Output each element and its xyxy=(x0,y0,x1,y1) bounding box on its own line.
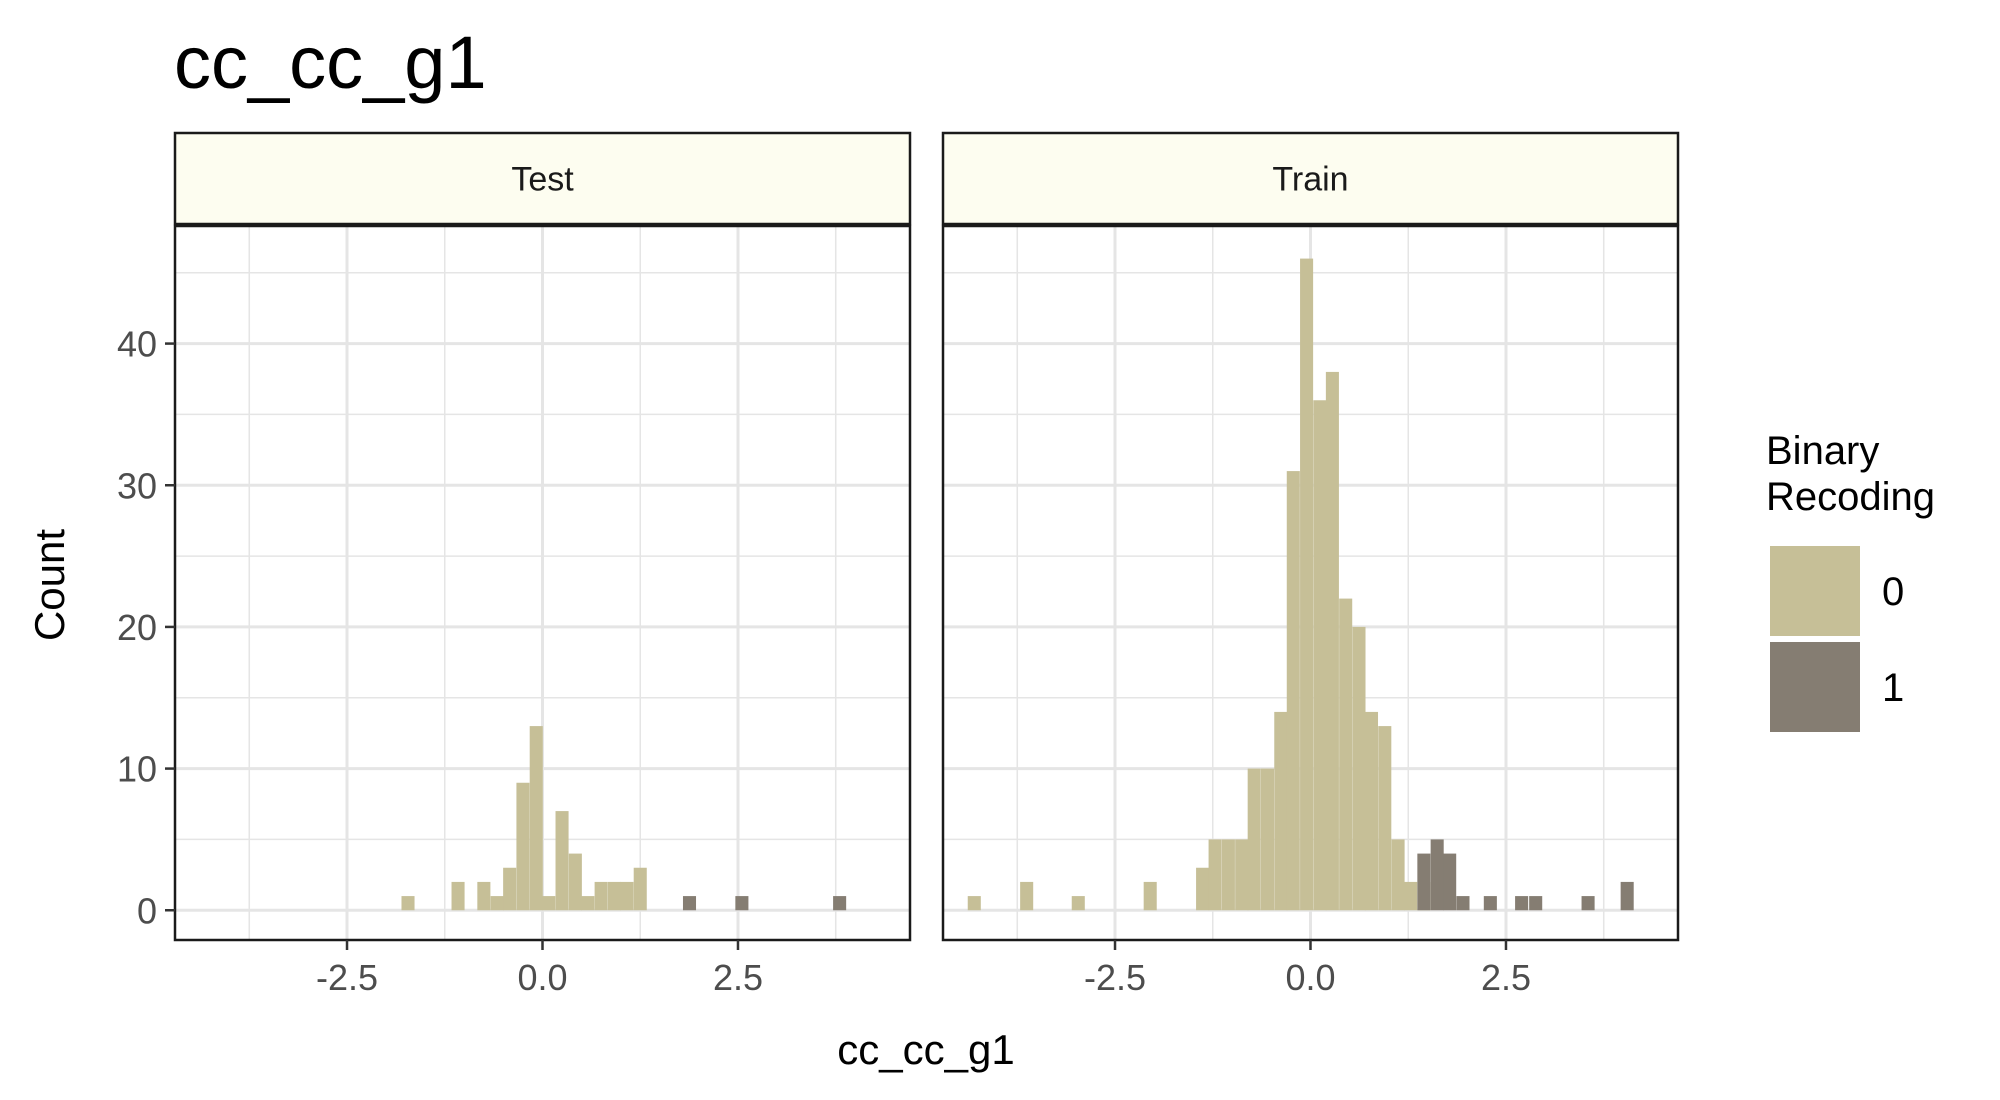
histogram-bar xyxy=(516,782,530,911)
x-tick-label: -2.5 xyxy=(316,957,378,998)
histogram-bar xyxy=(490,896,504,911)
facet-strip-label: Train xyxy=(1272,161,1348,199)
histogram-bar xyxy=(542,896,556,911)
histogram-bar xyxy=(1274,711,1288,911)
legend-label: 1 xyxy=(1882,666,1904,710)
histogram-bar xyxy=(581,896,595,911)
facet-strip xyxy=(173,131,912,226)
facet-strip xyxy=(941,131,1680,226)
histogram-bar xyxy=(682,896,697,911)
histogram-bar xyxy=(1456,896,1470,911)
histogram-bar xyxy=(1020,881,1034,911)
y-tick-label: 0 xyxy=(137,890,157,931)
histogram-bar xyxy=(1208,839,1222,911)
histogram-bar xyxy=(1417,853,1431,911)
x-tick-label: 2.5 xyxy=(1481,957,1531,998)
y-tick-label: 30 xyxy=(117,465,157,506)
histogram-bar xyxy=(735,896,749,911)
histogram-bar xyxy=(1529,896,1543,911)
histogram-bar xyxy=(1071,896,1085,911)
x-axis-title: cc_cc_g1 xyxy=(837,1026,1014,1073)
legend-label: 0 xyxy=(1882,570,1904,614)
legend-title: Binary xyxy=(1766,429,1879,473)
histogram-bar xyxy=(529,726,543,911)
histogram-bar xyxy=(1581,896,1595,911)
y-tick-label: 20 xyxy=(117,607,157,648)
x-tick-label: 0.0 xyxy=(1285,957,1335,998)
x-tick-label: -2.5 xyxy=(1084,957,1146,998)
histogram-bar xyxy=(633,867,647,911)
legend-key xyxy=(1770,642,1860,732)
histogram-bar xyxy=(1286,471,1300,911)
histogram-bar xyxy=(1620,881,1634,911)
histogram-bar xyxy=(607,881,621,911)
x-tick-label: 0.0 xyxy=(517,957,567,998)
chart-title: cc_cc_g1 xyxy=(174,21,487,104)
histogram-bar xyxy=(1221,839,1235,911)
legend-title: Recoding xyxy=(1766,475,1935,519)
histogram-bar xyxy=(594,881,608,911)
histogram-bar xyxy=(1404,881,1418,911)
histogram-bar xyxy=(1313,400,1327,911)
histogram-bar xyxy=(1247,768,1261,911)
histogram-bar xyxy=(967,896,981,911)
histogram-bar xyxy=(1443,853,1457,911)
histogram-bar xyxy=(1325,371,1339,911)
y-axis-title: Count xyxy=(26,529,73,641)
histogram-bar xyxy=(1352,626,1366,911)
facet-panels: Test -2.5 0.0 2.5 0 10 20 30 40 Train -2.5 0.0 2.5 xyxy=(117,131,1680,998)
facet-panel-test: Test -2.5 0.0 2.5 0 10 20 30 40 xyxy=(117,131,912,998)
histogram-bar xyxy=(555,811,569,911)
histogram-bar xyxy=(451,881,465,911)
histogram-bar xyxy=(1260,768,1275,911)
histogram-bar xyxy=(1483,896,1497,911)
facet-strip-label: Test xyxy=(511,161,574,199)
histogram-bar xyxy=(1515,896,1529,911)
histogram-bar xyxy=(1196,867,1210,911)
histogram-bar xyxy=(1339,598,1353,911)
y-tick-label: 40 xyxy=(117,324,157,365)
histogram-bar xyxy=(1391,839,1405,911)
histogram-bar xyxy=(1143,881,1157,911)
x-tick-label: 2.5 xyxy=(713,957,763,998)
legend-key xyxy=(1770,546,1860,636)
facet-panel-train: Train -2.5 0.0 2.5 xyxy=(941,131,1680,998)
histogram-bar xyxy=(568,853,582,911)
histogram-bar xyxy=(401,896,415,911)
histogram-bar xyxy=(503,867,517,911)
histogram-bar xyxy=(477,881,491,911)
histogram-bar xyxy=(1364,711,1379,911)
histogram-bar xyxy=(1235,839,1249,911)
histogram-bar xyxy=(833,896,847,911)
histogram-bar xyxy=(620,881,634,911)
histogram-bar xyxy=(1300,258,1314,911)
histogram-bar xyxy=(1378,726,1392,911)
histogram-bar xyxy=(1430,839,1444,911)
y-tick-label: 10 xyxy=(117,749,157,790)
